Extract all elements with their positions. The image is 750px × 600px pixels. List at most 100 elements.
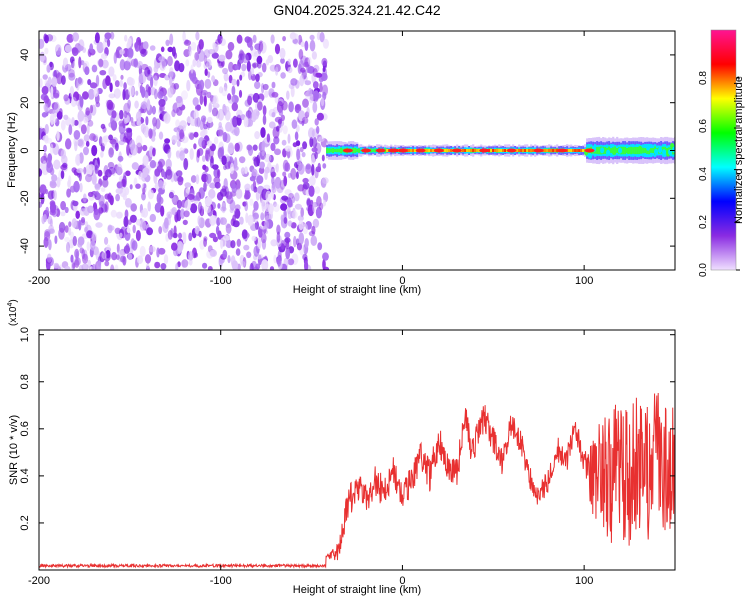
snr-y-tick-label: 1.0 <box>19 327 31 342</box>
snr-y-tick-label: 0.8 <box>19 374 31 389</box>
spectrogram-noise-mark <box>302 141 308 150</box>
spectrogram-noise-mark <box>261 62 267 73</box>
spectrogram-noise-mark <box>217 169 221 179</box>
spectrogram-noise-mark <box>143 183 147 189</box>
spectrogram-signal-core <box>582 149 585 152</box>
spectrogram-noise-mark <box>220 217 227 226</box>
spectrogram-noise-mark <box>189 148 194 161</box>
spectrogram-noise-mark <box>200 115 207 123</box>
spectrogram-noise-mark <box>218 61 223 67</box>
spectrogram-noise-mark <box>277 118 282 125</box>
spectrogram-noise-mark <box>295 140 301 147</box>
spectrogram-noise-mark <box>108 93 116 99</box>
spectrogram-noise-mark <box>172 194 179 206</box>
spectrogram-signal-core <box>426 149 429 152</box>
spectrogram-noise-mark <box>43 214 47 223</box>
spectrogram-noise-mark <box>197 44 201 54</box>
spectrogram-noise-mark <box>39 51 45 63</box>
spectrogram-signal-blob <box>626 148 631 154</box>
spectrogram-noise-mark <box>236 238 241 247</box>
spectrogram-signal-core <box>524 149 527 152</box>
spectrogram-noise-mark <box>194 225 200 235</box>
spectrogram-noise-mark <box>236 79 240 87</box>
spectrogram-noise-mark <box>225 121 232 132</box>
spectrogram-noise-mark <box>109 82 113 93</box>
spectrogram-noise-mark <box>312 202 316 213</box>
spectrogram-noise-mark <box>212 42 216 50</box>
spectrogram-noise-mark <box>44 47 49 55</box>
spectrogram-noise-mark <box>234 142 240 152</box>
spectrogram-noise-mark <box>153 65 159 73</box>
spectrogram-signal-core <box>498 149 501 152</box>
spectrogram-noise-mark <box>175 95 183 104</box>
spectrogram-noise-mark <box>240 260 246 267</box>
spectrogram-noise-mark <box>208 188 216 199</box>
spectrogram-noise-mark <box>79 208 87 216</box>
spectrogram-noise-mark <box>57 264 64 270</box>
spectrogram-noise-mark <box>119 109 124 120</box>
spectrogram-noise-mark <box>231 78 237 86</box>
spectrogram-noise-mark <box>217 108 225 121</box>
spectrogram-noise-mark <box>265 190 272 203</box>
spectrogram-signal-core <box>464 149 467 152</box>
spectrogram-noise-mark <box>198 137 205 148</box>
spectrogram-signal-core <box>554 149 557 152</box>
spectrogram-y-ticks: -40 -20 0 20 40 <box>19 49 675 254</box>
spectrogram-noise-mark <box>104 169 112 178</box>
spectrogram-y-tick-label: 40 <box>19 49 31 61</box>
spectrogram-noise-mark <box>319 202 324 211</box>
spectrogram-noise-mark <box>126 227 131 234</box>
spectrogram-signal-mark <box>336 148 339 153</box>
spectrogram-noise-mark <box>85 140 90 147</box>
spectrogram-signal-core <box>428 149 431 152</box>
spectrogram-noise-mark <box>274 43 281 55</box>
spectrogram-noise-mark <box>86 230 93 239</box>
spectrogram-noise-mark <box>321 177 329 185</box>
spectrogram-noise-mark <box>79 96 84 108</box>
spectrogram-noise-mark <box>171 135 178 144</box>
spectrogram-noise-mark <box>80 124 87 135</box>
spectrogram-noise-mark <box>216 217 221 227</box>
spectrogram-signal-core <box>526 149 529 152</box>
spectrogram-noise-mark <box>276 101 284 113</box>
spectrogram-noise-mark <box>95 101 101 108</box>
spectrogram-noise-mark <box>54 263 60 270</box>
spectrogram-noise-mark <box>197 201 203 214</box>
spectrogram-noise-mark <box>136 255 144 265</box>
spectrogram-noise-mark <box>91 232 97 242</box>
spectrogram-noise-mark <box>221 87 228 97</box>
spectrogram-noise-mark <box>44 103 49 114</box>
spectrogram-signal-core <box>548 149 551 152</box>
spectrogram-y-tick-label: 0 <box>19 147 31 153</box>
spectrogram-noise-mark <box>64 44 72 53</box>
spectrogram-noise-mark <box>280 239 285 250</box>
spectrogram-noise-mark <box>271 81 276 89</box>
spectrogram-noise-mark <box>116 243 120 254</box>
spectrogram-noise-mark <box>302 223 308 235</box>
spectrogram-noise-mark <box>126 143 131 156</box>
spectrogram-noise-mark <box>306 106 310 116</box>
spectrogram-noise-mark <box>300 207 305 218</box>
spectrogram-noise-mark <box>222 249 228 259</box>
spectrogram-noise-mark <box>266 133 271 143</box>
spectrogram-noise-mark <box>82 193 87 203</box>
spectrogram-noise-mark <box>56 130 60 141</box>
spectrogram-noise-mark <box>179 150 185 161</box>
spectrogram-noise-mark <box>165 169 173 180</box>
spectrogram-noise-mark <box>69 56 75 64</box>
spectrogram-noise-mark <box>212 95 219 107</box>
spectrogram-signal-core <box>410 149 413 152</box>
spectrogram-noise-mark <box>299 147 304 153</box>
spectrogram-noise-mark <box>196 149 201 158</box>
spectrogram-noise-mark <box>220 146 225 158</box>
spectrogram-signal-blob <box>612 149 617 155</box>
spectrogram-noise-mark <box>243 193 250 200</box>
spectrogram-noise-mark <box>223 105 230 113</box>
spectrogram-signal-core <box>490 149 493 152</box>
spectrogram-noise-mark <box>224 186 229 198</box>
spectrogram-noise-mark <box>135 90 139 96</box>
spectrogram-noise-mark <box>276 231 281 243</box>
spectrogram-noise-mark <box>176 241 184 252</box>
spectrogram-noise-mark <box>259 161 265 169</box>
spectrogram-signal-core <box>574 149 577 152</box>
